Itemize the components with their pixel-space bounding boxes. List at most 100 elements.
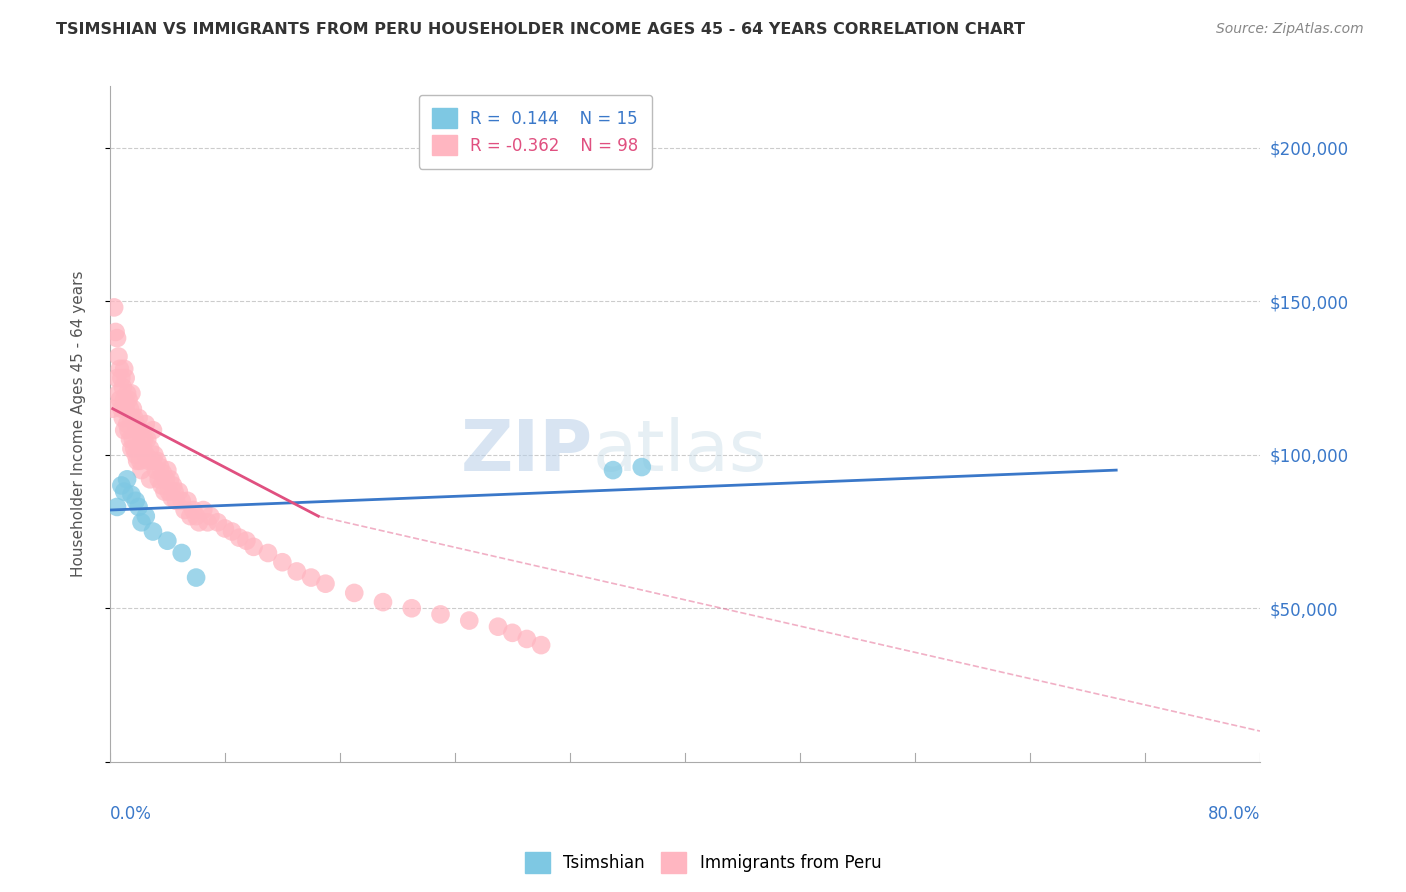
Point <box>127 454 149 468</box>
Point <box>134 433 156 447</box>
Point <box>207 516 229 530</box>
Point <box>128 411 150 425</box>
Point <box>188 516 211 530</box>
Point <box>105 331 128 345</box>
Point <box>167 484 190 499</box>
Point <box>112 484 135 499</box>
Point <box>162 478 184 492</box>
Point <box>285 565 308 579</box>
Point <box>110 401 132 416</box>
Text: Source: ZipAtlas.com: Source: ZipAtlas.com <box>1216 22 1364 37</box>
Point <box>371 595 394 609</box>
Point <box>129 454 152 468</box>
Text: 80.0%: 80.0% <box>1208 805 1260 822</box>
Point <box>131 433 153 447</box>
Point <box>117 423 139 437</box>
Text: 0.0%: 0.0% <box>110 805 152 822</box>
Point <box>602 463 624 477</box>
Point <box>135 509 157 524</box>
Point <box>214 521 236 535</box>
Legend: R =  0.144    N = 15, R = -0.362    N = 98: R = 0.144 N = 15, R = -0.362 N = 98 <box>419 95 652 169</box>
Point <box>155 472 177 486</box>
Point <box>132 442 155 456</box>
Point <box>121 401 143 416</box>
Point <box>107 350 129 364</box>
Point <box>458 614 481 628</box>
Point <box>118 401 141 416</box>
Point <box>516 632 538 646</box>
Point <box>120 386 142 401</box>
Legend: Tsimshian, Immigrants from Peru: Tsimshian, Immigrants from Peru <box>517 846 889 880</box>
Point <box>121 433 143 447</box>
Point <box>163 484 186 499</box>
Point <box>131 463 153 477</box>
Point <box>112 423 135 437</box>
Point <box>221 524 243 539</box>
Point <box>200 509 222 524</box>
Point <box>105 371 128 385</box>
Point <box>193 503 215 517</box>
Point <box>401 601 423 615</box>
Point <box>271 555 294 569</box>
Point <box>125 417 148 431</box>
Point <box>181 503 204 517</box>
Point <box>315 576 337 591</box>
Point <box>530 638 553 652</box>
Point <box>139 442 162 456</box>
Point <box>160 491 183 505</box>
Point <box>118 433 141 447</box>
Point <box>235 533 257 548</box>
Point <box>112 361 135 376</box>
Point <box>104 325 127 339</box>
Point <box>128 442 150 456</box>
Point <box>114 401 136 416</box>
Point <box>114 371 136 385</box>
Text: atlas: atlas <box>593 417 768 485</box>
Point <box>115 417 138 431</box>
Point <box>165 493 187 508</box>
Point <box>156 533 179 548</box>
Point <box>103 301 125 315</box>
Point <box>179 509 201 524</box>
Point <box>101 401 124 416</box>
Point <box>257 546 280 560</box>
Point <box>197 516 219 530</box>
Point <box>124 442 146 456</box>
Point <box>124 411 146 425</box>
Point <box>142 423 165 437</box>
Point <box>105 500 128 514</box>
Point <box>117 392 139 407</box>
Point <box>157 484 180 499</box>
Point <box>176 493 198 508</box>
Point <box>173 503 195 517</box>
Point <box>138 454 160 468</box>
Point <box>429 607 451 622</box>
Point <box>120 442 142 456</box>
Point <box>115 472 138 486</box>
Point <box>170 546 193 560</box>
Point <box>128 500 150 514</box>
Point <box>127 423 149 437</box>
Point <box>135 417 157 431</box>
Point <box>135 448 157 462</box>
Point <box>170 493 193 508</box>
Point <box>149 460 172 475</box>
Point <box>131 516 153 530</box>
Point <box>228 531 250 545</box>
Point <box>108 392 131 407</box>
Point <box>136 433 159 447</box>
Point <box>125 448 148 462</box>
Text: ZIP: ZIP <box>461 417 593 485</box>
Point <box>111 380 134 394</box>
Point <box>501 625 523 640</box>
Point <box>120 411 142 425</box>
Point <box>110 478 132 492</box>
Point <box>153 484 176 499</box>
Point <box>299 570 322 584</box>
Point <box>115 386 138 401</box>
Point <box>148 472 170 486</box>
Point <box>156 463 179 477</box>
Point <box>110 371 132 385</box>
Point <box>150 478 173 492</box>
Point <box>343 586 366 600</box>
